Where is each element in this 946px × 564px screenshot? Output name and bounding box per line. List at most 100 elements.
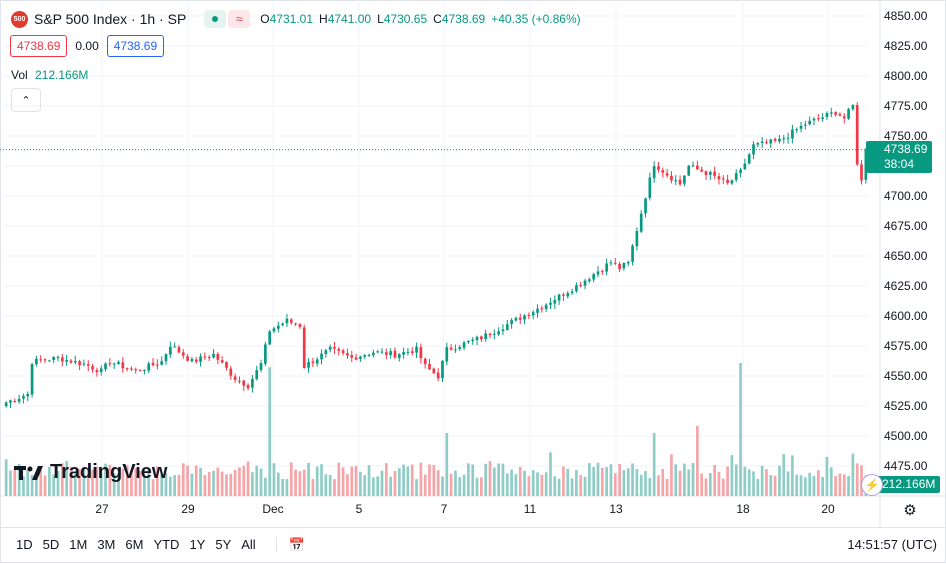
candle-body[interactable] [696, 165, 699, 170]
candle-body[interactable] [842, 116, 846, 119]
candle-body[interactable] [294, 323, 297, 325]
candle-body[interactable] [510, 320, 513, 325]
candle-body[interactable] [13, 401, 17, 403]
candle-body[interactable] [683, 175, 686, 184]
candle-body[interactable] [134, 369, 138, 371]
candle-body[interactable] [825, 113, 829, 117]
candle-body[interactable] [851, 105, 855, 110]
candle-body[interactable] [307, 362, 310, 368]
candle-body[interactable] [734, 173, 738, 180]
range-1m[interactable]: 1M [69, 537, 88, 552]
range-1d[interactable]: 1D [16, 537, 33, 552]
candle-body[interactable] [441, 361, 444, 378]
candle-body[interactable] [713, 171, 716, 176]
candle-body[interactable] [26, 393, 30, 397]
candle-body[interactable] [52, 356, 56, 360]
candle-body[interactable] [436, 372, 440, 379]
candle-body[interactable] [449, 347, 453, 350]
data-delay-icon[interactable]: ≈ [228, 10, 251, 28]
candle-body[interactable] [95, 370, 99, 373]
candle-body[interactable] [151, 362, 155, 366]
candle-body[interactable] [35, 358, 38, 365]
candle-body[interactable] [406, 351, 410, 353]
candle-body[interactable] [622, 263, 626, 269]
candle-body[interactable] [609, 262, 613, 264]
candle-body[interactable] [631, 245, 634, 262]
candle-body[interactable] [376, 351, 380, 353]
candle-body[interactable] [756, 143, 760, 145]
candle-body[interactable] [605, 263, 608, 272]
candle-body[interactable] [665, 173, 669, 176]
candle-body[interactable] [181, 352, 185, 356]
candle-body[interactable] [65, 360, 68, 362]
candle-body[interactable] [56, 357, 60, 359]
candle-body[interactable] [492, 333, 496, 335]
candle-body[interactable] [281, 323, 284, 326]
candle-body[interactable] [721, 178, 725, 180]
candle-body[interactable] [644, 198, 647, 214]
candle-body[interactable] [635, 230, 639, 247]
candle-body[interactable] [108, 363, 112, 365]
candle-body[interactable] [203, 356, 207, 358]
candle-body[interactable] [22, 396, 25, 399]
candle-body[interactable] [302, 327, 306, 368]
candle-body[interactable] [782, 138, 786, 140]
range-3m[interactable]: 3M [97, 537, 116, 552]
candle-body[interactable] [583, 280, 587, 286]
market-open-indicator[interactable] [204, 10, 227, 28]
candle-body[interactable] [700, 169, 704, 172]
candle-body[interactable] [484, 333, 488, 340]
candle-body[interactable] [315, 359, 319, 364]
candle-body[interactable] [549, 302, 552, 305]
candle-body[interactable] [363, 355, 367, 357]
candle-body[interactable] [112, 363, 116, 365]
candle-body[interactable] [39, 359, 43, 361]
candle-body[interactable] [324, 350, 328, 354]
candle-body[interactable] [268, 331, 272, 345]
candle-body[interactable] [458, 347, 462, 350]
candle-body[interactable] [173, 346, 176, 348]
sell-price-button[interactable]: 4738.69 [10, 35, 68, 57]
candle-body[interactable] [242, 380, 246, 386]
candle-body[interactable] [389, 351, 392, 355]
lightning-icon[interactable]: ⚡ [861, 474, 883, 496]
candle-body[interactable] [726, 179, 729, 183]
candle-body[interactable] [229, 368, 233, 376]
candle-body[interactable] [596, 271, 600, 275]
buy-price-button[interactable]: 4738.69 [106, 35, 165, 57]
candle-body[interactable] [657, 166, 660, 170]
candle-body[interactable] [829, 112, 833, 114]
candle-body[interactable] [186, 356, 189, 361]
range-all[interactable]: All [241, 537, 256, 552]
candle-body[interactable] [540, 308, 544, 310]
candle-body[interactable] [190, 359, 194, 362]
candle-body[interactable] [147, 363, 151, 371]
candle-body[interactable] [350, 355, 354, 358]
utc-clock[interactable]: 14:51:57 (UTC) [847, 537, 937, 552]
candle-body[interactable] [91, 366, 94, 370]
candle-body[interactable] [765, 142, 768, 144]
candle-body[interactable] [410, 351, 414, 354]
range-ytd[interactable]: YTD [153, 537, 180, 552]
candle-body[interactable] [730, 180, 734, 184]
candle-body[interactable] [704, 171, 708, 175]
candle-body[interactable] [618, 264, 621, 269]
candle-body[interactable] [30, 364, 34, 395]
candle-body[interactable] [454, 349, 457, 351]
candle-body[interactable] [505, 324, 509, 330]
candle-body[interactable] [674, 180, 678, 182]
candle-body[interactable] [320, 353, 323, 360]
candle-body[interactable] [289, 319, 293, 323]
candle-body[interactable] [384, 352, 388, 355]
candle-body[interactable] [60, 357, 64, 362]
candle-body[interactable] [272, 328, 276, 332]
candle-body[interactable] [194, 359, 198, 362]
candle-body[interactable] [164, 354, 168, 362]
candle-body[interactable] [402, 351, 405, 355]
candle-body[interactable] [708, 172, 712, 175]
candle-body[interactable] [523, 315, 526, 320]
candle-body[interactable] [246, 385, 250, 389]
candle-body[interactable] [717, 176, 721, 180]
candle-body[interactable] [838, 114, 842, 116]
candle-body[interactable] [99, 368, 103, 373]
